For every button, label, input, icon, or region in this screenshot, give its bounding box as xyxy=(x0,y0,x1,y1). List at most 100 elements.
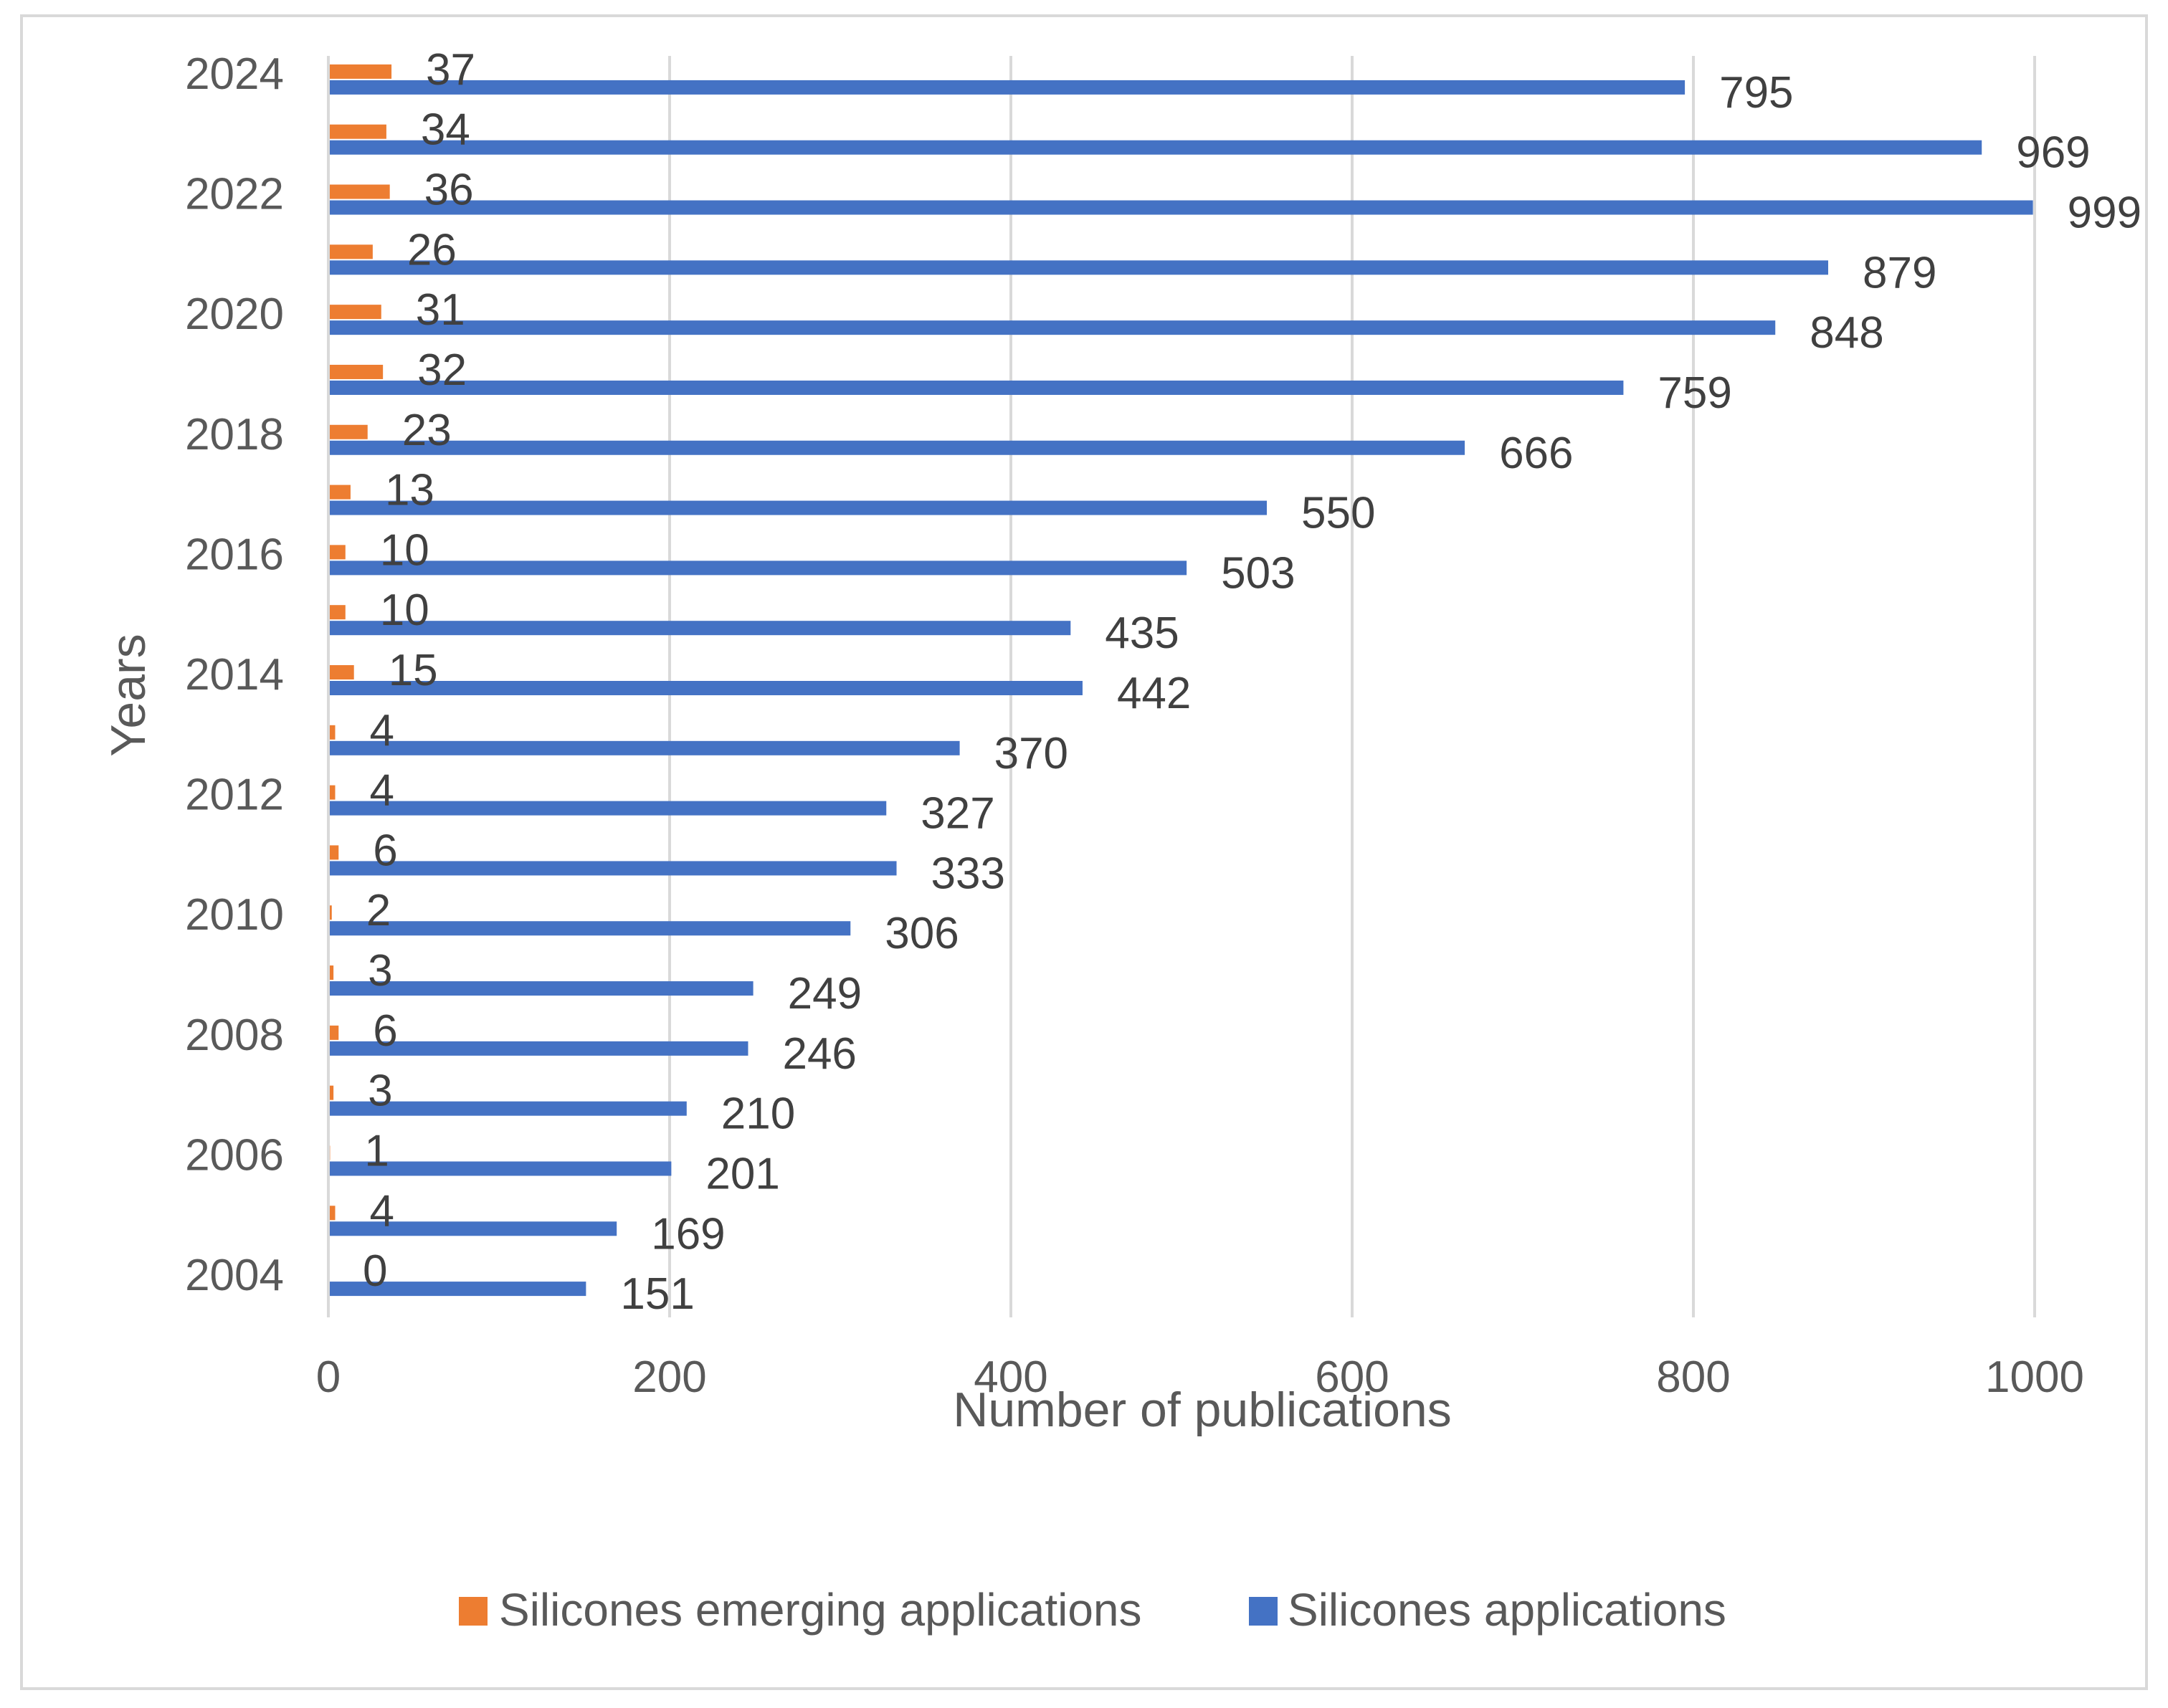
data-label-applications-2014: 442 xyxy=(1117,669,1191,718)
data-label-emerging-2019: 32 xyxy=(417,345,467,395)
data-label-emerging-2022: 36 xyxy=(424,166,474,215)
x-tick-label: 1000 xyxy=(1985,1352,2084,1402)
data-label-emerging-2012: 4 xyxy=(370,766,394,816)
data-label-applications-2013: 370 xyxy=(994,729,1068,778)
bar-emerging-2023 xyxy=(328,124,386,139)
bar-applications-2017 xyxy=(328,500,1267,515)
x-tick-label: 0 xyxy=(316,1352,341,1402)
bar-applications-2013 xyxy=(328,740,960,755)
bar-emerging-2007 xyxy=(328,1085,334,1100)
bar-emerging-2012 xyxy=(328,785,336,800)
y-tick-label: 2006 xyxy=(185,1130,284,1180)
axes: 0 200 400 600 800 100020042006200820102012201… xyxy=(185,49,2084,1402)
data-label-applications-2010: 306 xyxy=(885,909,959,958)
bars xyxy=(328,64,2033,1297)
data-label-applications-2004: 151 xyxy=(620,1269,694,1319)
bar-emerging-2008 xyxy=(328,1025,339,1040)
bar-applications-2010 xyxy=(328,921,851,936)
bar-applications-2019 xyxy=(328,380,1624,395)
bar-applications-2005 xyxy=(328,1221,617,1236)
data-label-emerging-2004: 0 xyxy=(363,1246,387,1296)
bar-applications-2004 xyxy=(328,1282,586,1297)
bar-applications-2006 xyxy=(328,1161,672,1176)
bar-emerging-2015 xyxy=(328,605,346,620)
data-label-emerging-2008: 6 xyxy=(373,1006,397,1056)
x-tick-label: 200 xyxy=(632,1352,706,1402)
y-axis-title: Years xyxy=(101,634,156,756)
x-tick-label: 400 xyxy=(974,1352,1047,1402)
data-label-emerging-2006: 1 xyxy=(364,1126,389,1175)
bar-emerging-2022 xyxy=(328,184,390,199)
y-tick-label: 2018 xyxy=(185,410,284,459)
bar-applications-2022 xyxy=(328,200,2033,215)
legend: Silicones emerging applications Silicone… xyxy=(459,1584,1726,1636)
bar-applications-2011 xyxy=(328,861,897,876)
data-label-emerging-2013: 4 xyxy=(370,706,394,755)
data-label-applications-2005: 169 xyxy=(651,1209,725,1259)
bar-emerging-2013 xyxy=(328,725,336,740)
legend-swatch-emerging xyxy=(459,1597,488,1626)
data-label-emerging-2023: 34 xyxy=(421,105,470,155)
data-label-applications-2019: 759 xyxy=(1658,368,1731,418)
data-label-applications-2022: 999 xyxy=(2068,189,2141,238)
bar-emerging-2017 xyxy=(328,485,351,500)
data-label-emerging-2018: 23 xyxy=(402,406,452,455)
bar-emerging-2021 xyxy=(328,244,373,259)
y-tick-label: 2014 xyxy=(185,650,284,700)
bar-applications-2007 xyxy=(328,1101,687,1116)
bar-applications-2014 xyxy=(328,681,1083,695)
chart-frame xyxy=(20,14,2148,1690)
y-tick-label: 2024 xyxy=(185,49,284,99)
data-label-emerging-2017: 13 xyxy=(385,466,434,515)
data-label-emerging-2014: 15 xyxy=(389,646,438,695)
data-label-emerging-2009: 3 xyxy=(368,946,392,996)
data-label-emerging-2024: 37 xyxy=(426,45,475,95)
bar-emerging-2010 xyxy=(328,905,332,920)
bar-emerging-2011 xyxy=(328,845,339,860)
bar-applications-2009 xyxy=(328,981,753,996)
data-label-applications-2021: 879 xyxy=(1863,248,1936,297)
data-label-emerging-2016: 10 xyxy=(380,525,429,575)
data-label-emerging-2010: 2 xyxy=(366,886,391,935)
data-label-applications-2006: 201 xyxy=(705,1149,779,1198)
data-label-applications-2012: 327 xyxy=(921,789,994,839)
bar-applications-2020 xyxy=(328,320,1776,335)
bar-applications-2008 xyxy=(328,1041,748,1056)
data-label-applications-2009: 249 xyxy=(788,969,862,1018)
y-tick-label: 2004 xyxy=(185,1251,284,1300)
bar-emerging-2020 xyxy=(328,305,381,320)
bar-emerging-2016 xyxy=(328,545,346,560)
y-tick-label: 2016 xyxy=(185,530,284,579)
data-label-emerging-2020: 31 xyxy=(416,285,465,335)
legend-label-applications: Silicones applications xyxy=(1288,1584,1726,1636)
bar-emerging-2019 xyxy=(328,364,384,379)
data-label-emerging-2007: 3 xyxy=(368,1067,392,1116)
data-label-emerging-2015: 10 xyxy=(380,586,429,635)
x-tick-label: 800 xyxy=(1656,1352,1730,1402)
bar-applications-2023 xyxy=(328,140,1982,155)
data-label-applications-2018: 666 xyxy=(1499,429,1573,478)
bar-applications-2012 xyxy=(328,801,887,816)
bar-emerging-2018 xyxy=(328,424,368,439)
bar-emerging-2024 xyxy=(328,64,392,79)
x-axis-title: Number of publications xyxy=(953,1383,1451,1437)
x-tick-label: 600 xyxy=(1315,1352,1389,1402)
data-label-applications-2008: 246 xyxy=(782,1029,856,1079)
data-label-applications-2015: 435 xyxy=(1105,609,1179,658)
bar-applications-2016 xyxy=(328,560,1187,576)
data-label-applications-2017: 550 xyxy=(1301,489,1375,538)
bar-applications-2021 xyxy=(328,260,1829,275)
y-tick-label: 2022 xyxy=(185,170,284,219)
legend-swatch-applications xyxy=(1249,1597,1278,1626)
data-label-applications-2024: 795 xyxy=(1719,68,1793,118)
y-tick-label: 2010 xyxy=(185,890,284,940)
data-label-applications-2016: 503 xyxy=(1221,548,1295,598)
data-label-applications-2023: 969 xyxy=(2016,128,2090,178)
y-tick-label: 2012 xyxy=(185,770,284,820)
data-label-emerging-2021: 26 xyxy=(407,225,457,275)
bar-applications-2018 xyxy=(328,440,1465,455)
bar-emerging-2014 xyxy=(328,665,354,679)
legend-label-emerging: Silicones emerging applications xyxy=(499,1584,1142,1636)
